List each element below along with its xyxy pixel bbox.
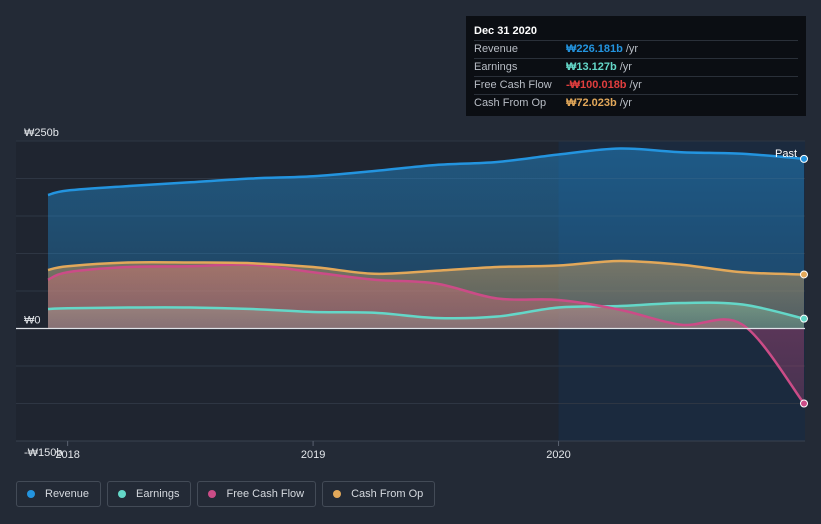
x-tick-label: 2018 [55, 449, 79, 461]
tooltip-row-free-cash-flow: Free Cash Flow -₩100.018b /yr [474, 76, 798, 94]
tooltip-value: ₩226.181b [566, 43, 623, 55]
y-tick-label: -₩150b [24, 447, 63, 459]
legend-dot-icon [333, 490, 342, 498]
tooltip-title: Dec 31 2020 [474, 25, 537, 37]
tooltip-unit: /yr [619, 61, 632, 73]
series-end-point [800, 399, 808, 408]
tooltip-label: Cash From Op [474, 97, 547, 109]
series-line-revenue [47, 147, 805, 197]
tooltip-value: -₩100.018b [566, 79, 627, 91]
series-end-point [800, 314, 808, 323]
tooltip-label: Free Cash Flow [474, 79, 552, 91]
legend-label: Free Cash Flow [226, 488, 305, 500]
legend-dot-icon [208, 490, 217, 498]
tooltip-unit: /yr [625, 43, 639, 55]
y-tick-label: ₩0 [24, 315, 41, 327]
tooltip-unit: /yr [629, 79, 642, 91]
series-area-cash-from-op [48, 260, 804, 329]
legend-item-free-cash-flow[interactable]: Free Cash Flow [197, 481, 317, 507]
legend: Revenue Earnings Free Cash Flow Cash Fro… [16, 481, 436, 509]
legend-dot-icon [118, 490, 127, 498]
legend-label: Earnings [136, 488, 180, 500]
legend-label: Cash From Op [351, 488, 424, 500]
tooltip-row-revenue: Revenue ₩226.181b /yr [474, 40, 798, 58]
tooltip-value: ₩72.023b [566, 97, 617, 109]
legend-item-earnings[interactable]: Earnings [107, 481, 192, 507]
tooltip: Dec 31 2020 Revenue ₩226.181b /yr Earnin… [466, 16, 806, 116]
series-line-earnings [47, 301, 805, 320]
series-line-free-cash-flow [47, 263, 805, 405]
legend-item-cash-from-op[interactable]: Cash From Op [322, 481, 436, 507]
tooltip-row-cash-from-op: Cash From Op ₩72.023b /yr [474, 94, 798, 112]
x-tick-label: 2019 [301, 449, 325, 461]
legend-dot-icon [27, 490, 35, 498]
series-end-point [800, 154, 808, 163]
tooltip-unit: /yr [619, 97, 632, 109]
tooltip-row-earnings: Earnings ₩13.127b /yr [474, 58, 798, 76]
y-tick-label: ₩250b [24, 127, 59, 139]
tooltip-label: Revenue [474, 43, 519, 55]
legend-item-revenue[interactable]: Revenue [16, 481, 102, 507]
x-tick-label: 2020 [546, 449, 570, 461]
tooltip-label: Earnings [474, 61, 518, 73]
legend-label: Revenue [45, 488, 90, 500]
series-line-cash-from-op [47, 259, 805, 276]
series-end-point [800, 270, 808, 279]
tooltip-value: ₩13.127b [566, 61, 617, 73]
past-label: Past [775, 148, 797, 160]
